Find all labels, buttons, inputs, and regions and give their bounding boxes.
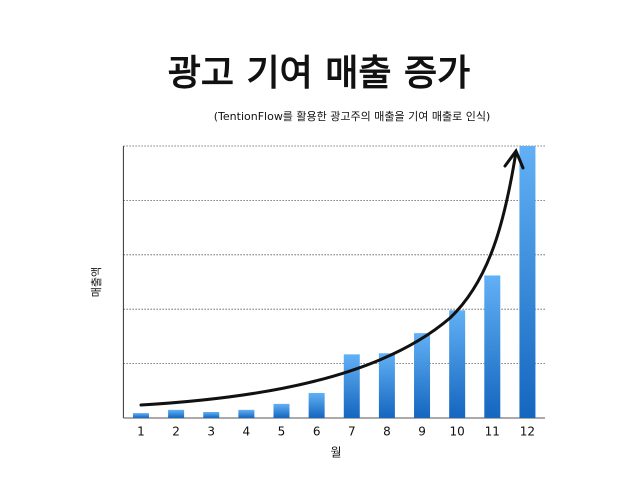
y-axis-label: 매출액 <box>90 267 103 297</box>
chart-title: 광고 기여 매출 증가 <box>168 53 471 94</box>
x-tick-label: 1 <box>137 425 145 439</box>
x-tick-label: 11 <box>485 425 500 439</box>
plot-area: 1 2 3 4 5 6 7 8 9 10 11 12 <box>122 145 545 439</box>
chart-subtitle: (TentionFlow를 활용한 광고주의 매출을 기여 매출로 인식) <box>214 109 491 123</box>
x-tick-label: 10 <box>450 425 465 439</box>
x-tick-label: 5 <box>278 425 286 439</box>
bar <box>378 353 395 418</box>
bar <box>484 275 501 418</box>
x-tick-label: 3 <box>207 425 215 439</box>
bar <box>343 354 360 418</box>
bar <box>519 146 536 418</box>
trend-curve <box>139 150 518 407</box>
x-tick-label: 8 <box>383 425 391 439</box>
bar <box>238 409 255 418</box>
x-tick-label: 12 <box>520 425 535 439</box>
bar <box>308 392 325 418</box>
x-tick-label: 9 <box>418 425 426 439</box>
bar <box>203 412 220 418</box>
bar <box>449 310 466 418</box>
bar <box>168 409 185 418</box>
x-tick-label: 6 <box>313 425 321 439</box>
x-tick-label: 7 <box>348 425 356 439</box>
x-tick-label: 2 <box>172 425 180 439</box>
arrow-head <box>503 147 525 170</box>
bar <box>132 413 149 418</box>
trend-arrow <box>139 147 525 407</box>
x-tick-label: 4 <box>243 425 251 439</box>
x-axis-label: 월 <box>330 446 341 460</box>
bar <box>273 403 290 418</box>
bar <box>414 333 431 418</box>
